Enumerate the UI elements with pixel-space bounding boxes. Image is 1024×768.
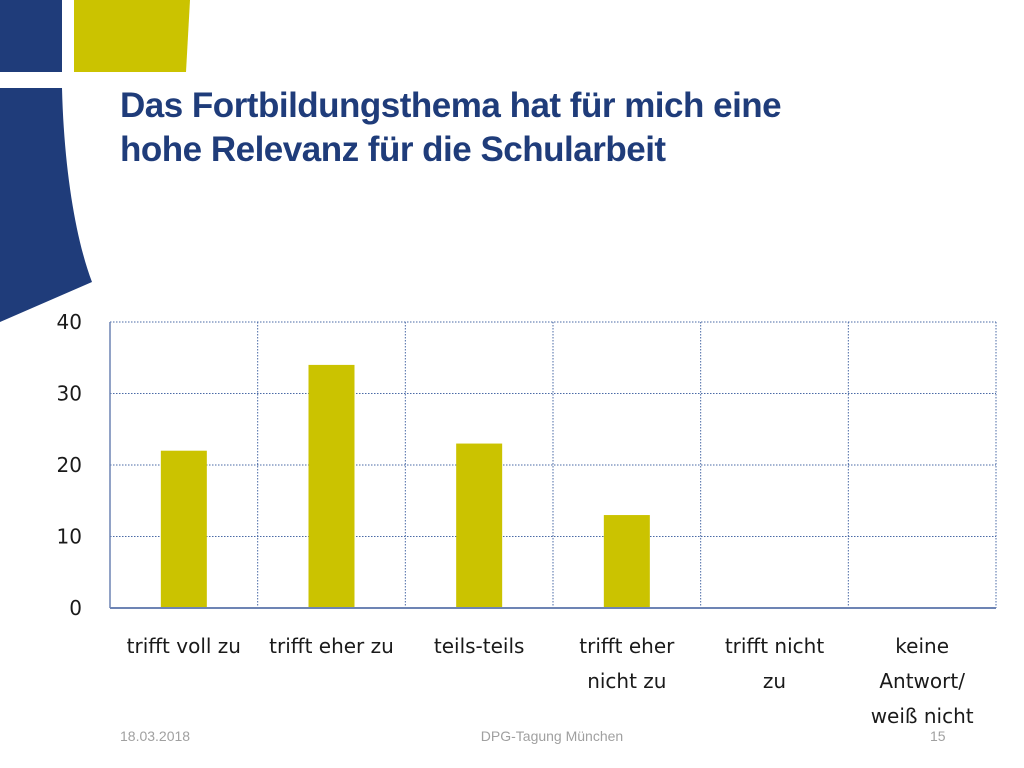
decorative-corner-graphic	[0, 0, 190, 322]
y-tick-label: 0	[69, 596, 82, 620]
category-label-line: trifft eher zu	[269, 634, 394, 658]
slide-title-line-1: Das Fortbildungsthema hat für mich eine	[120, 86, 782, 125]
chart-bars	[160, 364, 650, 608]
category-label-line: trifft voll zu	[127, 634, 241, 658]
category-label: trifft eher nicht zu	[579, 634, 675, 693]
category-label-line: keine	[895, 634, 949, 658]
category-label-line: zu	[763, 669, 786, 693]
category-label-line: trifft eher	[579, 634, 675, 658]
yellow-top-block	[74, 0, 190, 72]
bar-2	[456, 443, 503, 608]
page-number: 15	[930, 728, 946, 744]
chart-labels: 0 10 20 30 40 trifft voll zu trifft eher zu tei…	[57, 310, 974, 728]
category-label: teils-teils	[434, 634, 525, 658]
footer-event: DPG-Tagung München	[480, 728, 624, 744]
category-label: trifft eher zu	[269, 634, 394, 658]
slide-title-line-2: hohe Relevanz für die Schularbeit	[120, 130, 666, 169]
bar-3	[603, 515, 650, 608]
y-tick-label: 30	[57, 382, 82, 406]
category-label-line: nicht zu	[587, 669, 666, 693]
y-tick-label: 40	[57, 310, 82, 334]
category-label: trifft nicht zu	[725, 634, 825, 693]
chart-grid	[109, 321, 997, 608]
y-tick-label: 20	[57, 453, 82, 477]
bar-0	[160, 450, 207, 608]
category-label-line: Antwort/	[879, 669, 965, 693]
category-label-line: trifft nicht	[725, 634, 825, 658]
category-label: keine Antwort/weiß nicht	[871, 634, 974, 728]
bar-1	[308, 364, 355, 608]
footer-date: 18.03.2018	[120, 728, 191, 744]
category-label-line: teils-teils	[434, 634, 525, 658]
blue-top-block	[0, 0, 62, 72]
y-tick-label: 10	[57, 525, 82, 549]
chart-axes	[109, 322, 996, 609]
slide-title: Das Fortbildungsthema hat für mich eine …	[120, 84, 940, 172]
blue-curved-block	[0, 88, 92, 322]
category-label-line: weiß nicht	[871, 704, 974, 728]
category-label: trifft voll zu	[127, 634, 241, 658]
